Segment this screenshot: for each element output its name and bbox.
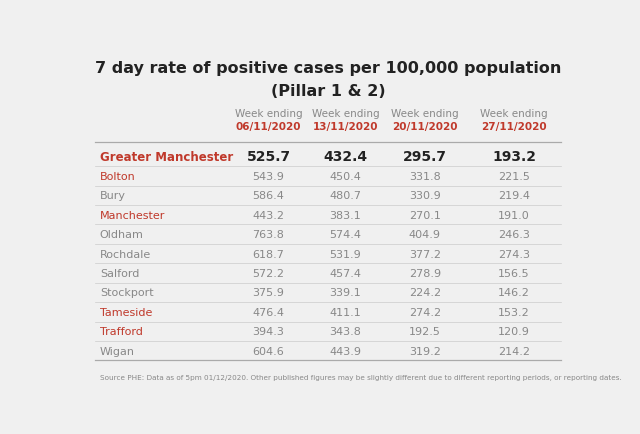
Text: 13/11/2020: 13/11/2020: [312, 122, 378, 132]
Text: Salford: Salford: [100, 268, 140, 278]
Text: 404.9: 404.9: [409, 230, 441, 240]
Text: 377.2: 377.2: [409, 249, 441, 259]
Text: 7 day rate of positive cases per 100,000 population: 7 day rate of positive cases per 100,000…: [95, 60, 561, 76]
Text: Source PHE: Data as of 5pm 01/12/2020. Other published figures may be slightly d: Source PHE: Data as of 5pm 01/12/2020. O…: [100, 374, 621, 380]
Text: 295.7: 295.7: [403, 150, 447, 164]
Text: 270.1: 270.1: [409, 210, 441, 220]
Text: Bury: Bury: [100, 191, 126, 201]
Text: 443.2: 443.2: [253, 210, 285, 220]
Text: 146.2: 146.2: [498, 288, 530, 298]
Text: 274.2: 274.2: [409, 307, 441, 317]
Text: 480.7: 480.7: [330, 191, 362, 201]
Text: Wigan: Wigan: [100, 346, 135, 356]
Text: Week ending: Week ending: [312, 109, 379, 119]
Text: 618.7: 618.7: [253, 249, 284, 259]
Text: 156.5: 156.5: [498, 268, 530, 278]
Text: 06/11/2020: 06/11/2020: [236, 122, 301, 132]
Text: 443.9: 443.9: [330, 346, 362, 356]
Text: 191.0: 191.0: [498, 210, 530, 220]
Text: Week ending: Week ending: [235, 109, 302, 119]
Text: 27/11/2020: 27/11/2020: [481, 122, 547, 132]
Text: 224.2: 224.2: [409, 288, 441, 298]
Text: Week ending: Week ending: [480, 109, 548, 119]
Text: 221.5: 221.5: [498, 171, 530, 181]
Text: Oldham: Oldham: [100, 230, 144, 240]
Text: 192.5: 192.5: [409, 326, 441, 336]
Text: Rochdale: Rochdale: [100, 249, 151, 259]
Text: 339.1: 339.1: [330, 288, 361, 298]
Text: 214.2: 214.2: [498, 346, 530, 356]
Text: 572.2: 572.2: [253, 268, 285, 278]
Text: 383.1: 383.1: [330, 210, 361, 220]
Text: 219.4: 219.4: [498, 191, 530, 201]
Text: 20/11/2020: 20/11/2020: [392, 122, 458, 132]
Text: 450.4: 450.4: [330, 171, 362, 181]
Text: 411.1: 411.1: [330, 307, 361, 317]
Text: 193.2: 193.2: [492, 150, 536, 164]
Text: Trafford: Trafford: [100, 326, 143, 336]
Text: 319.2: 319.2: [409, 346, 441, 356]
Text: 331.8: 331.8: [409, 171, 440, 181]
Text: 274.3: 274.3: [498, 249, 530, 259]
Text: 531.9: 531.9: [330, 249, 361, 259]
Text: 153.2: 153.2: [498, 307, 530, 317]
Text: Bolton: Bolton: [100, 171, 136, 181]
Text: 574.4: 574.4: [330, 230, 362, 240]
Text: 246.3: 246.3: [498, 230, 530, 240]
Text: Tameside: Tameside: [100, 307, 152, 317]
Text: 120.9: 120.9: [498, 326, 530, 336]
Text: 525.7: 525.7: [246, 150, 291, 164]
Text: 604.6: 604.6: [253, 346, 284, 356]
Text: 330.9: 330.9: [409, 191, 440, 201]
Text: (Pillar 1 & 2): (Pillar 1 & 2): [271, 84, 385, 99]
Text: 394.3: 394.3: [253, 326, 284, 336]
Text: 476.4: 476.4: [253, 307, 285, 317]
Text: 343.8: 343.8: [330, 326, 362, 336]
Text: Manchester: Manchester: [100, 210, 165, 220]
Text: 457.4: 457.4: [330, 268, 362, 278]
Text: 432.4: 432.4: [323, 150, 367, 164]
Text: Stockport: Stockport: [100, 288, 154, 298]
Text: 278.9: 278.9: [409, 268, 441, 278]
Text: 543.9: 543.9: [253, 171, 284, 181]
Text: Week ending: Week ending: [391, 109, 458, 119]
Text: Greater Manchester: Greater Manchester: [100, 151, 233, 164]
Text: 763.8: 763.8: [253, 230, 284, 240]
Text: 586.4: 586.4: [253, 191, 284, 201]
Text: 375.9: 375.9: [253, 288, 284, 298]
